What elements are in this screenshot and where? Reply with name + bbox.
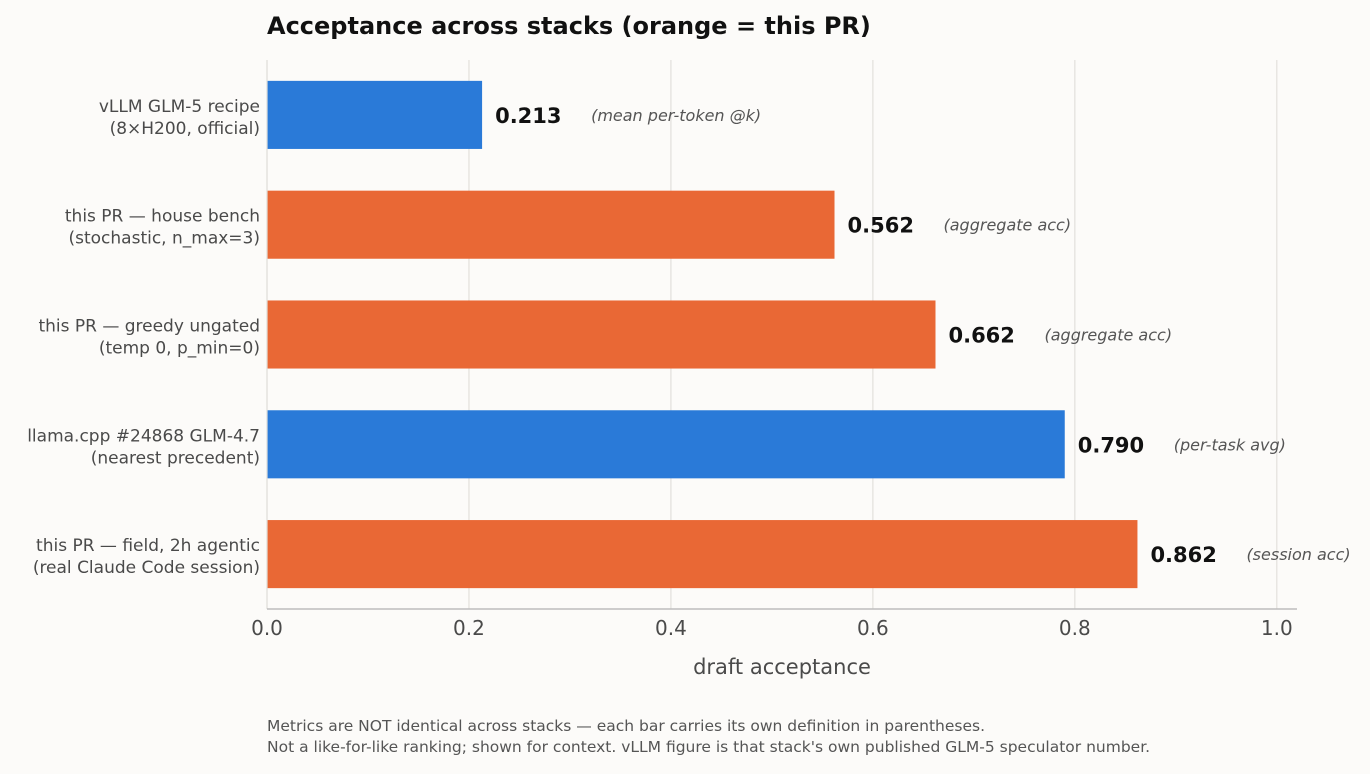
x-tick-label-1: 0.2 — [453, 616, 485, 640]
category-label-2-line-2: (temp 0, p_min=0) — [99, 339, 260, 359]
bar-1 — [267, 190, 835, 259]
bar-3 — [267, 410, 1065, 479]
category-label-3-line-1: llama.cpp #24868 GLM-4.7 — [27, 426, 260, 446]
footnote-line-2: Not a like-for-like ranking; shown for c… — [267, 738, 1151, 756]
value-label-4: 0.862 — [1150, 543, 1216, 567]
value-label-0: 0.213 — [495, 104, 561, 128]
bars: 0.213 (mean per-token @k) 0.562 (aggregate … — [267, 80, 1351, 589]
value-label-3: 0.790 — [1078, 433, 1144, 457]
note-label-4: (session acc) — [1246, 545, 1350, 564]
x-tick-label-4: 0.8 — [1059, 616, 1091, 640]
x-axis-label: draft acceptance — [693, 655, 871, 679]
x-tick-label-5: 1.0 — [1261, 616, 1293, 640]
value-label-1: 0.562 — [848, 214, 914, 238]
x-tick-label-3: 0.6 — [857, 616, 889, 640]
footnote: Metrics are NOT identical across stacks … — [267, 716, 1150, 758]
bar-2 — [267, 300, 936, 369]
note-label-0: (mean per-token @k) — [591, 106, 761, 125]
note-label-1: (aggregate acc) — [944, 216, 1072, 235]
category-label-3-line-2: (nearest precedent) — [91, 448, 260, 468]
bar-4 — [267, 520, 1138, 589]
category-label-2-line-1: this PR — greedy ungated — [38, 317, 260, 337]
x-tick-label-0: 0.0 — [251, 616, 283, 640]
category-label-4-line-1: this PR — field, 2h agentic — [36, 536, 260, 556]
category-label-0-line-2: (8×H200, official) — [110, 119, 260, 139]
footnote-line-1: Metrics are NOT identical across stacks … — [267, 717, 986, 735]
x-tick-label-2: 0.4 — [655, 616, 687, 640]
category-label-1-line-2: (stochastic, n_max=3) — [69, 229, 261, 249]
axes: 0.0 0.2 0.4 0.6 0.8 1.0 vLLM GLM-5 recipe(8×H2… — [27, 60, 1297, 640]
category-label-1-line-1: this PR — house bench — [65, 207, 260, 227]
bar-0 — [267, 80, 483, 149]
category-label-0-line-1: vLLM GLM-5 recipe — [99, 97, 260, 117]
value-label-2: 0.662 — [948, 324, 1014, 348]
chart-title: Acceptance across stacks (orange = this … — [267, 12, 871, 40]
category-label-4-line-2: (real Claude Code session) — [33, 558, 260, 578]
note-label-3: (per-task avg) — [1174, 435, 1286, 454]
note-label-2: (aggregate acc) — [1044, 326, 1172, 345]
